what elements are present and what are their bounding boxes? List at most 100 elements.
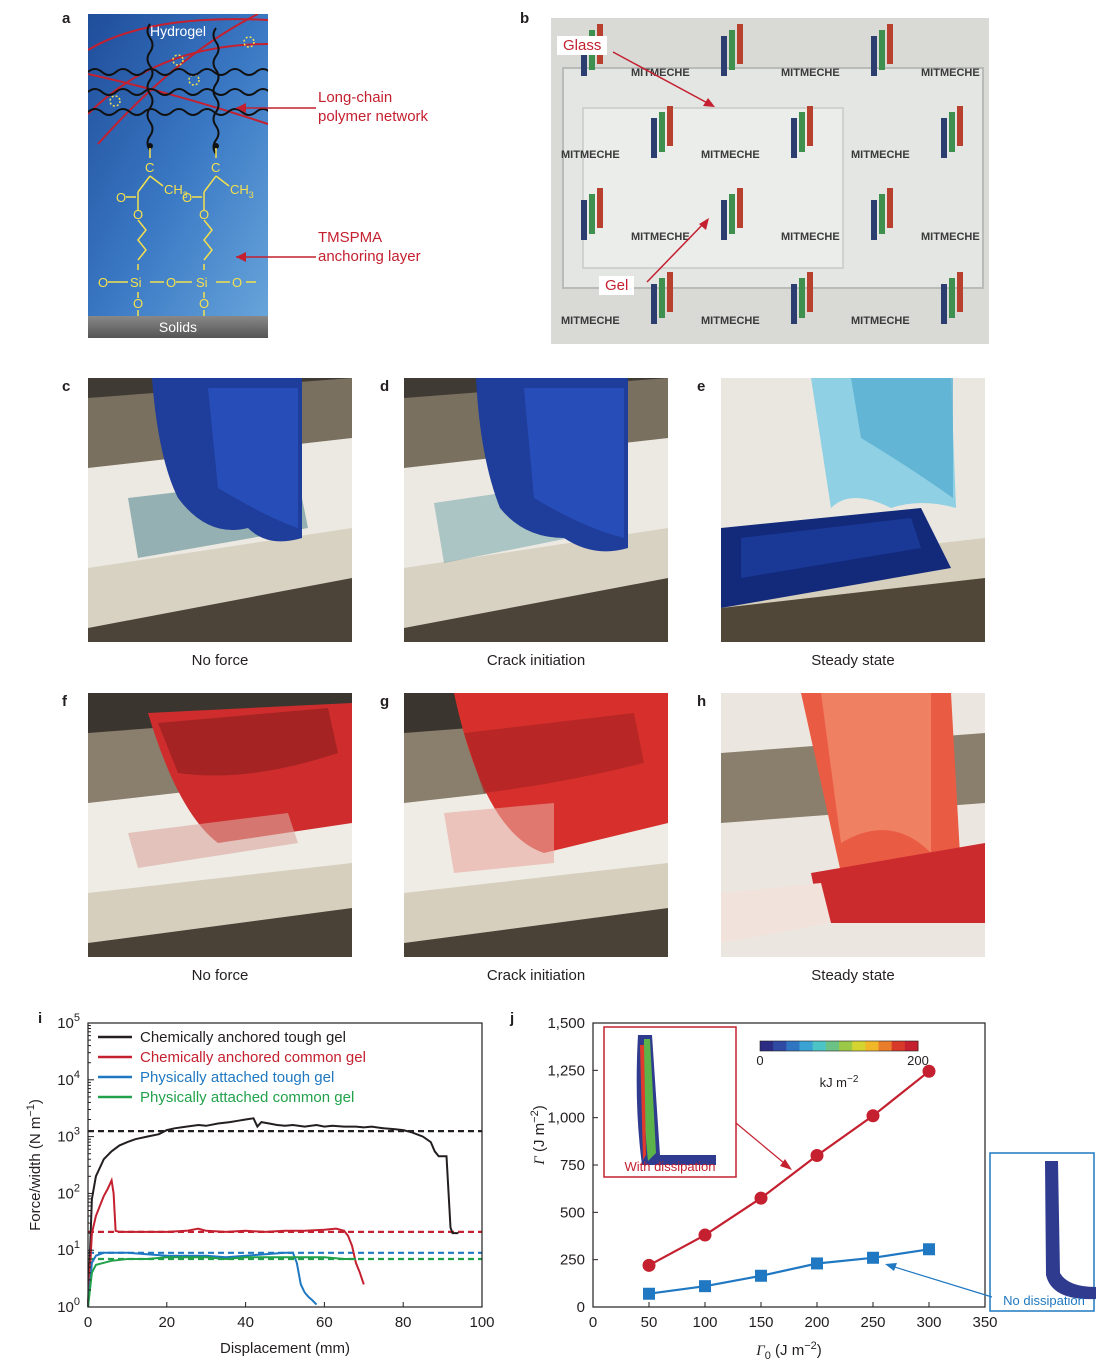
caption-g: Crack initiation xyxy=(486,967,586,984)
series-line xyxy=(87,1117,459,1308)
watermark-text: MITMECHE xyxy=(781,231,840,243)
series-line xyxy=(87,1176,365,1308)
colorbar-min: 0 xyxy=(756,1053,763,1068)
bridge-oxygen: O xyxy=(166,275,176,290)
data-point xyxy=(699,1280,711,1293)
methyl-right: CH3 xyxy=(230,182,254,200)
carbonyl-oxygen-right: O xyxy=(182,190,192,205)
series-line xyxy=(87,1251,318,1308)
data-point xyxy=(755,1269,767,1282)
oxygen-far-left: O xyxy=(98,275,108,290)
y-tick-label: 500 xyxy=(560,1204,585,1221)
arrowhead-blue xyxy=(885,1263,897,1271)
oxygen-below-left: O xyxy=(133,296,143,311)
watermark-logo: MITMECHE xyxy=(631,188,743,243)
silicon-left: Si xyxy=(130,275,142,290)
watermark-text: MITMECHE xyxy=(631,231,690,243)
y-axis-label: Force/width (N m−1) xyxy=(25,1099,44,1231)
legend-label: Chemically anchored common gel xyxy=(140,1049,366,1066)
panel-a-arrows xyxy=(236,103,316,262)
colorbar-segment xyxy=(812,1041,827,1051)
panel-d-letter: d xyxy=(380,378,390,395)
colorbar-segment xyxy=(904,1041,919,1051)
x-tick-label: 250 xyxy=(860,1314,885,1331)
watermark-text: MITMECHE xyxy=(851,149,910,161)
watermark-logo: MITMECHE xyxy=(781,188,893,243)
data-point xyxy=(922,1064,936,1078)
data-point xyxy=(811,1257,823,1270)
y-axis-label: Γ (J m−2) xyxy=(529,1105,548,1165)
x-tick-label: 350 xyxy=(972,1314,997,1331)
y-tick-label: 1,250 xyxy=(547,1062,585,1079)
series-line xyxy=(87,1256,356,1308)
data-point xyxy=(643,1287,655,1300)
data-point xyxy=(867,1251,879,1264)
y-tick-label: 1,000 xyxy=(547,1110,585,1127)
y-tick-label: 250 xyxy=(560,1252,585,1269)
data-point xyxy=(754,1191,768,1205)
panel-f-letter: f xyxy=(62,693,67,710)
watermark-logo: MITMECHE xyxy=(701,272,813,327)
with-dissipation-label: With dissipation xyxy=(624,1159,715,1174)
colorbar-segment xyxy=(799,1041,814,1051)
red-gel-steady-state-photo xyxy=(721,693,985,957)
colorbar-segment xyxy=(760,1041,774,1051)
plot-frame xyxy=(87,1022,483,1308)
methyl-left: CH3 xyxy=(164,182,188,200)
x-tick-label: 20 xyxy=(158,1314,175,1331)
with-dissipation-inset xyxy=(603,1026,737,1178)
legend-label: Chemically anchored tough gel xyxy=(140,1029,346,1046)
watermark-logo: MITMECHE xyxy=(851,272,963,327)
y-tick-label: 104 xyxy=(57,1069,80,1089)
colorbar-segment xyxy=(786,1041,800,1051)
data-point xyxy=(923,1243,935,1256)
oxygen-below-right: O xyxy=(199,296,209,311)
panel-b-arrows xyxy=(612,51,715,283)
x-tick-label: 150 xyxy=(748,1314,773,1331)
panel-c-letter: c xyxy=(62,378,71,395)
watermark-logo: MITMECHE xyxy=(701,106,813,161)
inset-shape-no-dissipation xyxy=(1045,1161,1096,1300)
y-tick-label: 0 xyxy=(577,1299,585,1316)
arrowhead-red xyxy=(780,1159,792,1170)
data-point xyxy=(698,1228,712,1242)
carbonyl-oxygen-left: O xyxy=(116,190,126,205)
y-tick-label: 750 xyxy=(560,1157,585,1174)
data-point xyxy=(642,1258,656,1272)
watermark-grid: MITMECHE MITMECHE MITMECHE MITMECHE MITMECHE… xyxy=(561,24,984,327)
no-dissipation-label: No dissipation xyxy=(1003,1293,1085,1308)
colorbar-segment xyxy=(852,1041,866,1051)
solids-label: Solids xyxy=(159,319,197,335)
colorbar-unit: kJ m−2 xyxy=(820,1074,859,1090)
watermark-logo: MITMECHE xyxy=(781,24,893,79)
panel-h-letter: h xyxy=(697,693,707,710)
panel-e-letter: e xyxy=(697,378,706,395)
x-tick-label: 80 xyxy=(395,1314,412,1331)
y-tick-label: 105 xyxy=(57,1012,80,1032)
x-tick-label: 100 xyxy=(692,1314,717,1331)
caption-d: Crack initiation xyxy=(486,652,586,669)
x-axis-label: Γ0 (J m−2) xyxy=(755,1340,822,1362)
colorbar-segment xyxy=(891,1041,906,1051)
red-gel-no-force-photo xyxy=(88,693,352,957)
colorbar-max: 200 xyxy=(907,1053,929,1068)
colorbar-segment xyxy=(865,1041,879,1051)
series-line xyxy=(648,1070,930,1267)
watermark-text: MITMECHE xyxy=(781,67,840,79)
glass-tag: Glass xyxy=(557,36,608,55)
data-point xyxy=(810,1149,824,1163)
carbon-atom-left: C xyxy=(145,160,154,175)
blue-gel-steady-state-photo xyxy=(721,378,985,642)
force-displacement-chart: 0 20 40 60 80 100 100 101 102 103 104 105 Displaceme… xyxy=(25,1012,495,1357)
x-tick-label: 60 xyxy=(316,1314,333,1331)
carbon-atom-right: C xyxy=(211,160,220,175)
red-gel-crack-initiation-photo xyxy=(404,693,668,957)
series-line xyxy=(648,1248,930,1295)
silicon-right: Si xyxy=(196,275,208,290)
x-tick-label: 50 xyxy=(641,1314,658,1331)
inset-arrow-blue xyxy=(887,1264,993,1298)
watermark-text: MITMECHE xyxy=(851,315,910,327)
y-tick-label: 102 xyxy=(57,1182,80,1202)
inset-arrow-red xyxy=(735,1122,791,1169)
inset-dissipation-peak xyxy=(640,1045,646,1160)
